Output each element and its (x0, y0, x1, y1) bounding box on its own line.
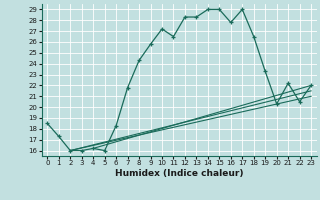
X-axis label: Humidex (Indice chaleur): Humidex (Indice chaleur) (115, 169, 244, 178)
